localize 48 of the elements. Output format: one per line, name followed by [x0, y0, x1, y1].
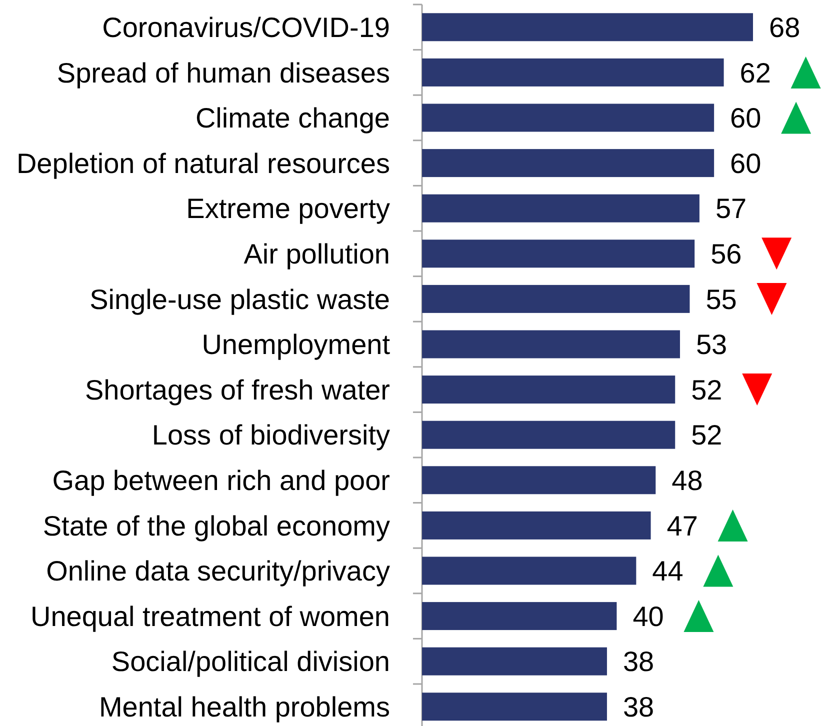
bar: [422, 330, 680, 358]
data-label: 60: [730, 148, 762, 179]
bar: [422, 13, 753, 42]
y-tick-label: Online data security/privacy: [46, 556, 390, 587]
bar: [422, 647, 607, 676]
bar: [422, 58, 724, 86]
data-label: 68: [769, 12, 800, 43]
y-tick-label: Unemployment: [202, 329, 390, 360]
bar: [422, 511, 651, 540]
data-label: 53: [696, 329, 728, 360]
bar: [422, 420, 676, 449]
y-tick-label: Unequal treatment of women: [30, 600, 390, 632]
bar: [422, 240, 695, 268]
bar: [422, 602, 617, 630]
data-label: 52: [691, 420, 722, 451]
bar: [422, 149, 714, 178]
y-tick-label: Climate change: [195, 102, 390, 134]
y-tick-label: Social/political division: [111, 646, 390, 678]
y-tick-label: Air pollution: [244, 238, 390, 270]
y-tick-label: Coronavirus/COVID-19: [102, 12, 390, 43]
y-tick-label: Extreme poverty: [186, 193, 390, 224]
y-tick-label: State of the global economy: [42, 510, 390, 542]
data-label: 47: [666, 510, 698, 542]
data-label: 44: [652, 556, 684, 587]
bar: [422, 376, 676, 404]
bar: [422, 194, 700, 222]
y-tick-label: Loss of biodiversity: [152, 420, 390, 451]
data-label: 38: [622, 646, 654, 678]
data-label: 40: [632, 600, 664, 632]
y-tick-label: Single-use plastic waste: [90, 284, 390, 315]
y-tick-label: Shortages of fresh water: [84, 374, 390, 406]
data-label: 60: [730, 102, 762, 134]
bar: [422, 104, 714, 132]
y-tick-label: Depletion of natural resources: [16, 148, 390, 179]
data-label: 52: [691, 374, 722, 406]
data-label: 38: [622, 691, 654, 722]
data-label: 55: [706, 284, 737, 315]
data-label: 56: [710, 238, 742, 270]
bar: [422, 556, 636, 585]
y-tick-label: Mental health problems: [98, 691, 390, 722]
data-label: 48: [672, 464, 703, 496]
y-tick-label: Spread of human diseases: [56, 57, 390, 88]
bar: [422, 284, 690, 313]
data-label: 62: [740, 57, 771, 88]
bar: [422, 692, 607, 721]
data-label: 57: [715, 193, 747, 224]
bar: [422, 466, 656, 494]
y-tick-label: Gap between rich and poor: [52, 464, 390, 496]
